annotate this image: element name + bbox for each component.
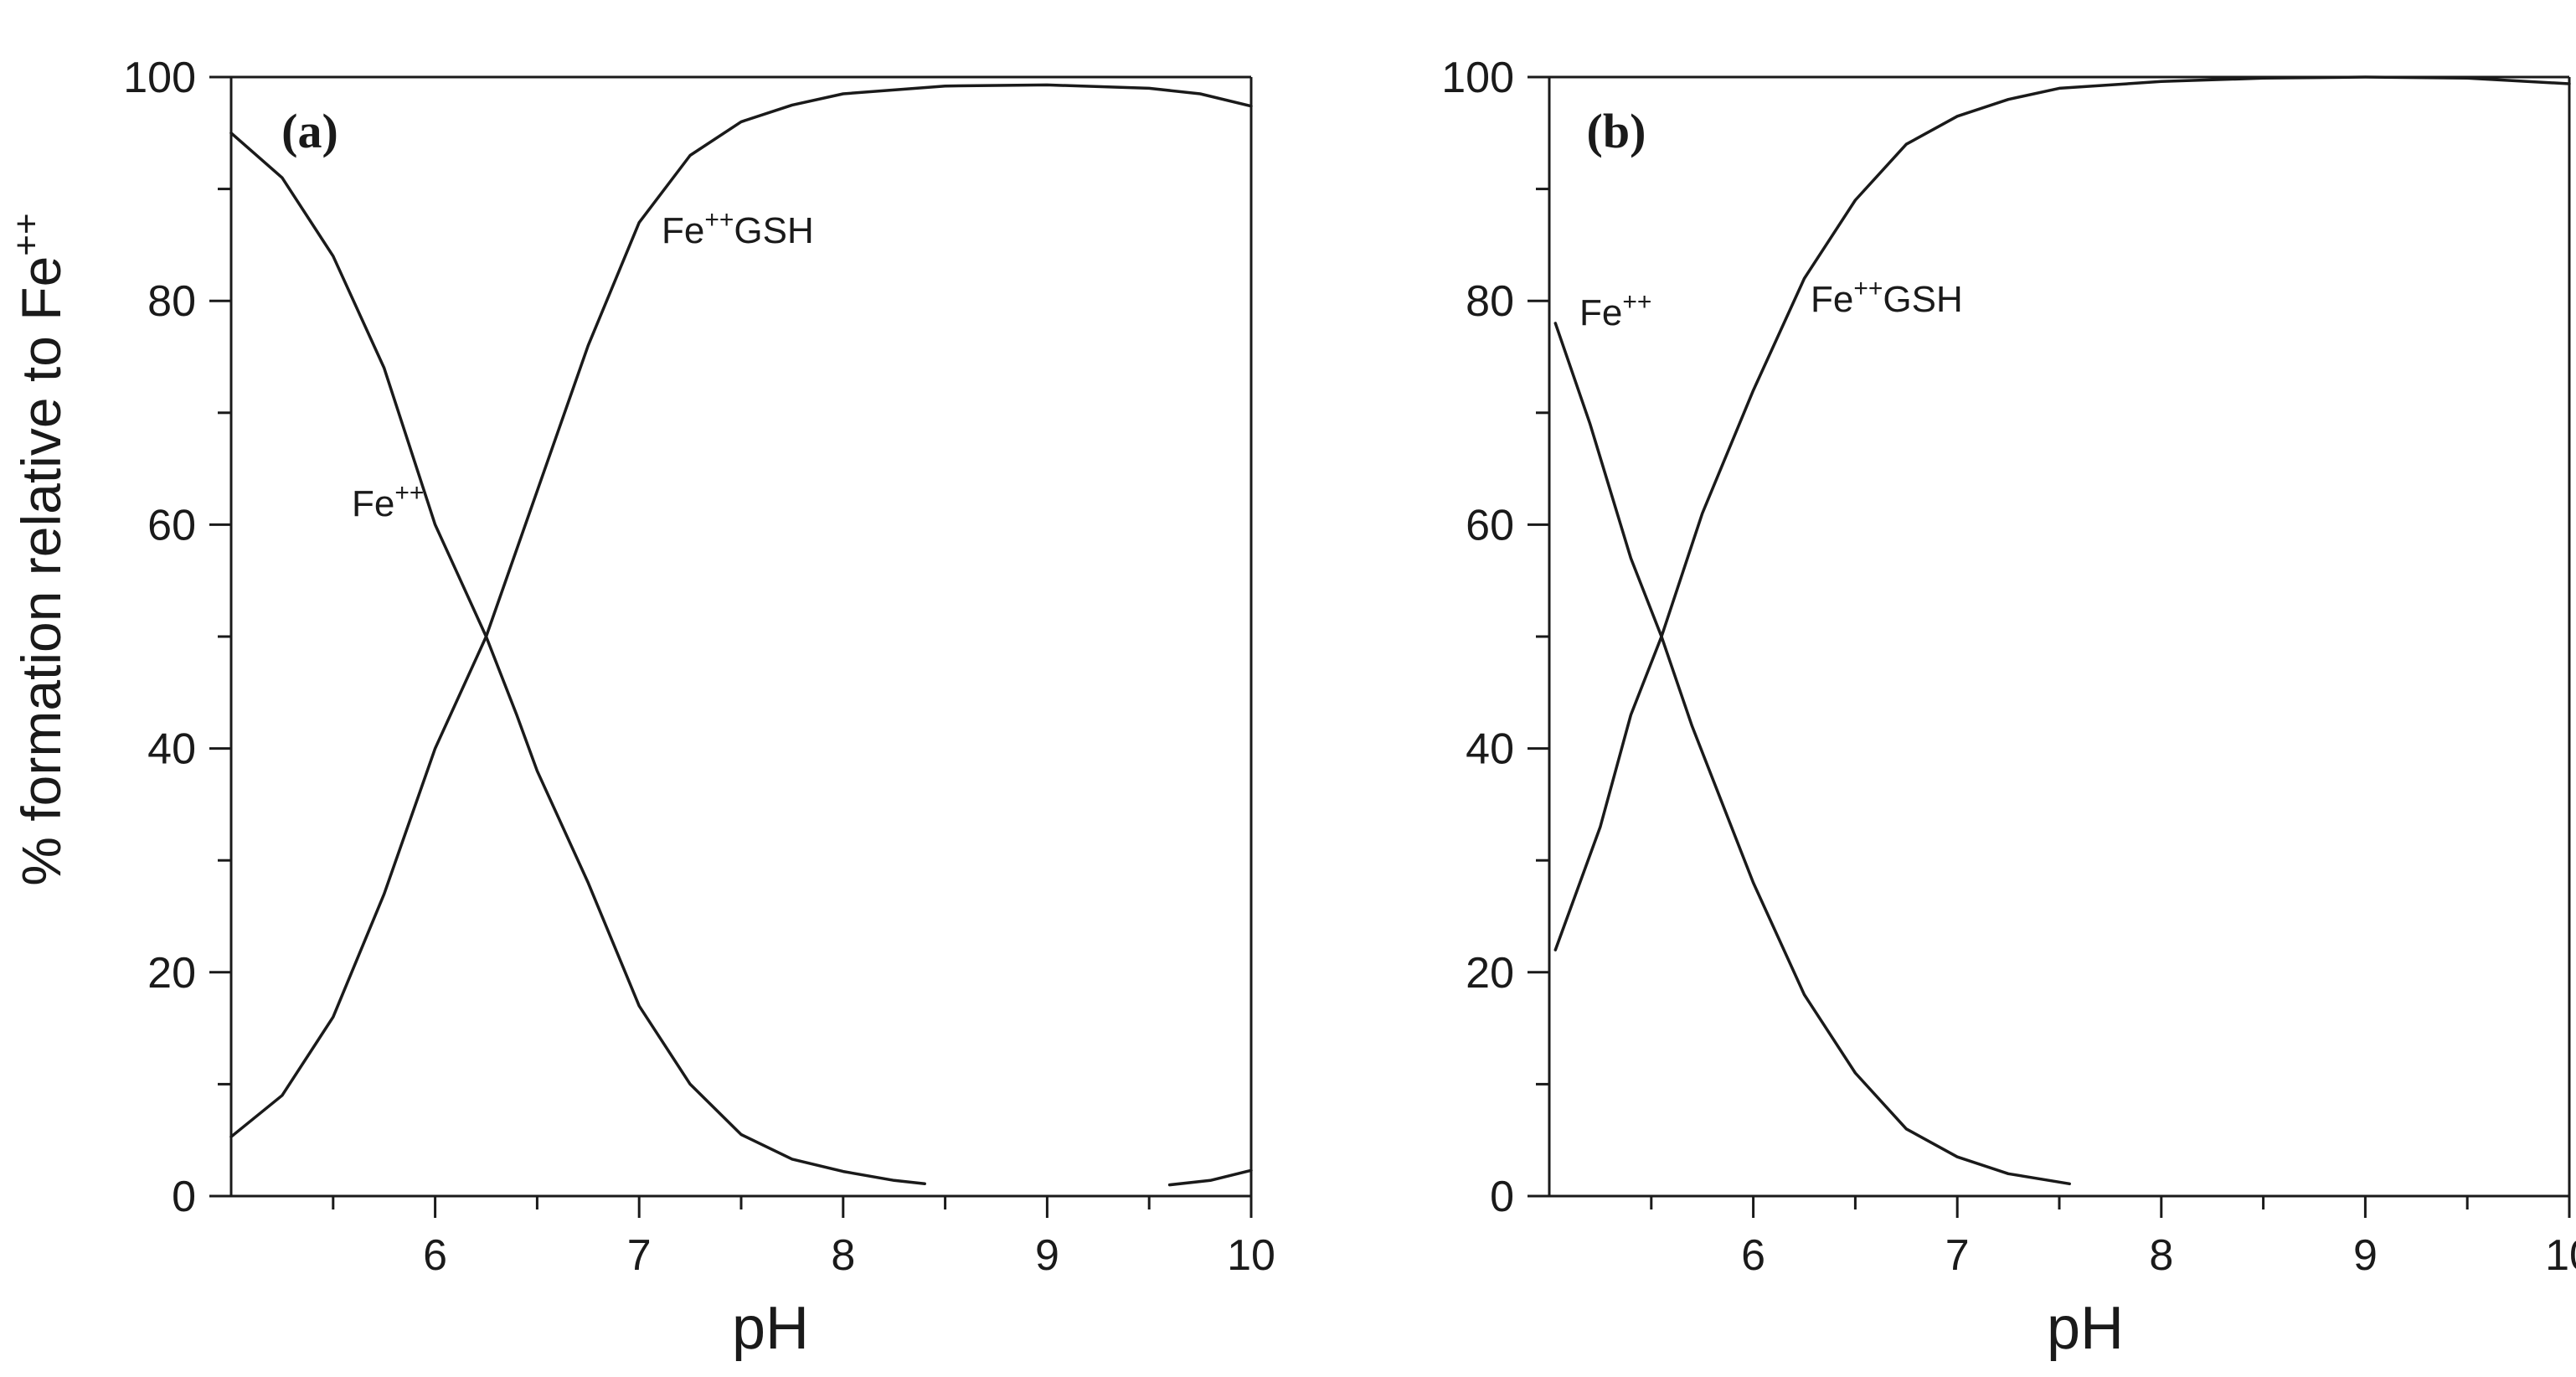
svg-text:% formation relative to Fe++: % formation relative to Fe++ xyxy=(6,213,72,885)
x-axis-title: pH xyxy=(732,1295,809,1362)
panel-label: (b) xyxy=(1587,104,1646,158)
x-tick-label: 7 xyxy=(1945,1231,1970,1280)
x-tick-label: 8 xyxy=(831,1231,855,1280)
y-tick-label: 20 xyxy=(147,949,196,998)
panel-label: (a) xyxy=(281,104,338,158)
series-line-feplusplus xyxy=(1553,322,2071,1186)
y-tick-label: 100 xyxy=(123,54,196,102)
y-tick-label: 40 xyxy=(147,725,196,774)
y-tick-label: 20 xyxy=(1466,949,1514,998)
y-tick-label: 60 xyxy=(147,501,196,549)
y-tick-label: 0 xyxy=(1490,1173,1514,1221)
y-tick-label: 80 xyxy=(1466,277,1514,326)
y-axis-title-text: % formation relative to Fe xyxy=(10,256,72,886)
x-tick-label: 7 xyxy=(627,1231,652,1280)
series-label-feplusplus: Fe++ xyxy=(352,479,424,524)
chart-panel-b: 0 20 40 60 80 100 6 7 8 9 10 pH (b) Fe++ Fe++GSH xyxy=(1441,54,2576,1362)
y-tick-label: 40 xyxy=(1466,725,1514,774)
chart-panel-a: 0 20 40 60 80 100 6 7 8 9 10 pH (a) Fe++ Fe++GSH xyxy=(123,54,1275,1362)
y-tick-label: 60 xyxy=(1466,501,1514,549)
series-line-feplusplusgsh xyxy=(1553,75,2571,952)
y-tick-label: 0 xyxy=(172,1173,196,1221)
series-line-feplusplus-high-ph xyxy=(1167,1168,1253,1187)
y-tick-label: 80 xyxy=(147,277,196,326)
x-axis-title: pH xyxy=(2047,1295,2124,1362)
x-tick-label: 6 xyxy=(1741,1231,1765,1280)
series-label-feplusplus: Fe++ xyxy=(1579,288,1651,333)
y-axis-title-sup: ++ xyxy=(6,213,47,255)
series-label-feplusplusgsh: Fe++GSH xyxy=(1811,275,1963,320)
x-tick-label: 6 xyxy=(423,1231,447,1280)
series-label-feplusplusgsh: Fe++GSH xyxy=(662,206,814,251)
x-tick-label: 9 xyxy=(2353,1231,2378,1280)
x-tick-label: 10 xyxy=(2545,1231,2576,1280)
x-tick-label: 9 xyxy=(1035,1231,1059,1280)
x-tick-label: 10 xyxy=(1227,1231,1275,1280)
x-tick-label: 8 xyxy=(2149,1231,2173,1280)
y-axis-title: % formation relative to Fe++ xyxy=(6,213,72,885)
series-line-feplusplusgsh xyxy=(229,83,1253,1138)
series-line-feplusplus xyxy=(229,132,926,1186)
y-tick-label: 100 xyxy=(1441,54,1514,102)
